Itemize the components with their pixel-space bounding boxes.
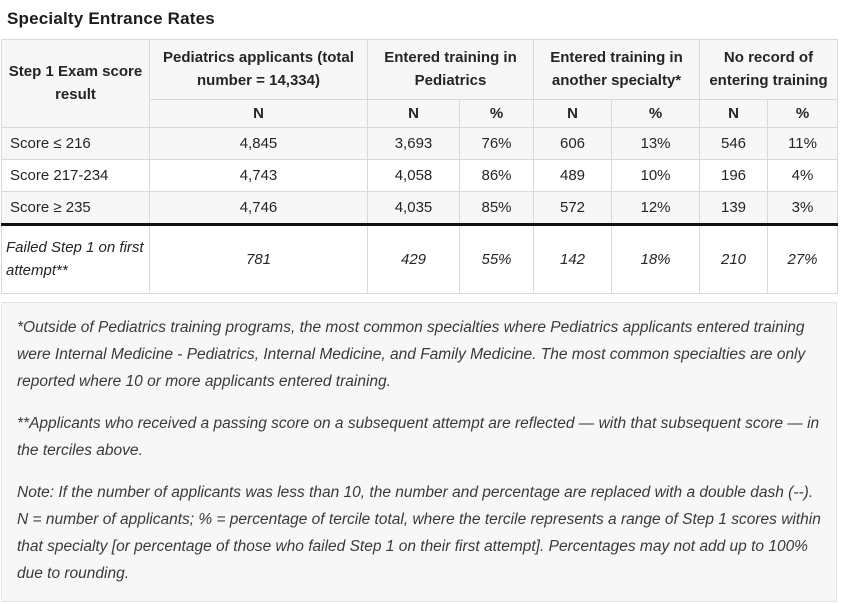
cell-value: 86% [458, 159, 535, 192]
cell-value: 4,746 [149, 191, 368, 225]
table-row: Score ≥ 235 4,746 4,035 85% 572 12% 139 … [1, 191, 839, 225]
cell-value: 18% [611, 223, 701, 294]
table-header: Step 1 Exam score result Pediatrics appl… [1, 39, 839, 128]
footnotes-box: *Outside of Pediatrics training programs… [1, 301, 837, 602]
cell-value: 85% [458, 191, 535, 225]
cell-value: 139 [699, 191, 769, 225]
table-body: Score ≤ 216 4,845 3,693 76% 606 13% 546 … [1, 127, 839, 294]
row-label-score-217-234: Score 217-234 [1, 159, 150, 192]
cell-value: 4,035 [367, 191, 460, 225]
cell-value: 781 [149, 223, 368, 294]
header-pediatrics-applicants: Pediatrics applicants (total number = 14… [149, 39, 368, 100]
subheader-n-other: N [533, 99, 613, 128]
subheader-n-pediatrics: N [367, 99, 460, 128]
page-title: Specialty Entrance Rates [7, 9, 215, 28]
row-label-score-le-216: Score ≤ 216 [1, 127, 150, 160]
cell-value: 4% [767, 159, 839, 192]
specialty-entrance-rates-table: Step 1 Exam score result Pediatrics appl… [1, 39, 839, 294]
cell-value: 4,058 [367, 159, 460, 192]
subheader-pct-norecord: % [767, 99, 839, 128]
footnote-note-general: Note: If the number of applicants was le… [17, 483, 821, 582]
cell-value: 3% [767, 191, 839, 225]
table-row: Score 217-234 4,743 4,058 86% 489 10% 19… [1, 159, 839, 192]
subheader-n-applicants: N [149, 99, 368, 128]
header-sub-row: N N % N % N % [2, 99, 839, 128]
footnote-outside-pediatrics: *Outside of Pediatrics training programs… [17, 318, 806, 390]
subheader-pct-other: % [611, 99, 701, 128]
cell-value: 13% [611, 127, 701, 160]
cell-value: 546 [699, 127, 769, 160]
footnote-subsequent-attempt: **Applicants who received a passing scor… [17, 414, 820, 459]
table-row-failed-step1: Failed Step 1 on first attempt** 781 429… [1, 223, 839, 294]
row-label-score-ge-235: Score ≥ 235 [1, 191, 150, 225]
header-step1-score: Step 1 Exam score result [1, 39, 150, 128]
header-entered-pediatrics: Entered training in Pediatrics [366, 39, 535, 100]
cell-value: 10% [611, 159, 701, 192]
cell-value: 196 [699, 159, 769, 192]
cell-value: 76% [458, 127, 535, 160]
table-row: Score ≤ 216 4,845 3,693 76% 606 13% 546 … [1, 127, 839, 160]
cell-value: 3,693 [367, 127, 460, 160]
header-no-record: No record of entering training [699, 39, 839, 100]
header-entered-other-specialty: Entered training in another specialty* [533, 39, 701, 100]
cell-value: 4,743 [149, 159, 368, 192]
row-label-failed-step1: Failed Step 1 on first attempt** [1, 223, 150, 294]
cell-value: 142 [533, 223, 613, 294]
cell-value: 572 [533, 191, 613, 225]
cell-value: 210 [699, 223, 769, 294]
cell-value: 4,845 [149, 127, 368, 160]
cell-value: 489 [533, 159, 613, 192]
cell-value: 11% [767, 127, 839, 160]
cell-value: 55% [458, 223, 535, 294]
subheader-pct-pediatrics: % [458, 99, 535, 128]
cell-value: 429 [367, 223, 460, 294]
cell-value: 606 [533, 127, 613, 160]
cell-value: 12% [611, 191, 701, 225]
cell-value: 27% [767, 223, 839, 294]
subheader-n-norecord: N [699, 99, 769, 128]
header-group-row: Step 1 Exam score result Pediatrics appl… [1, 39, 839, 128]
